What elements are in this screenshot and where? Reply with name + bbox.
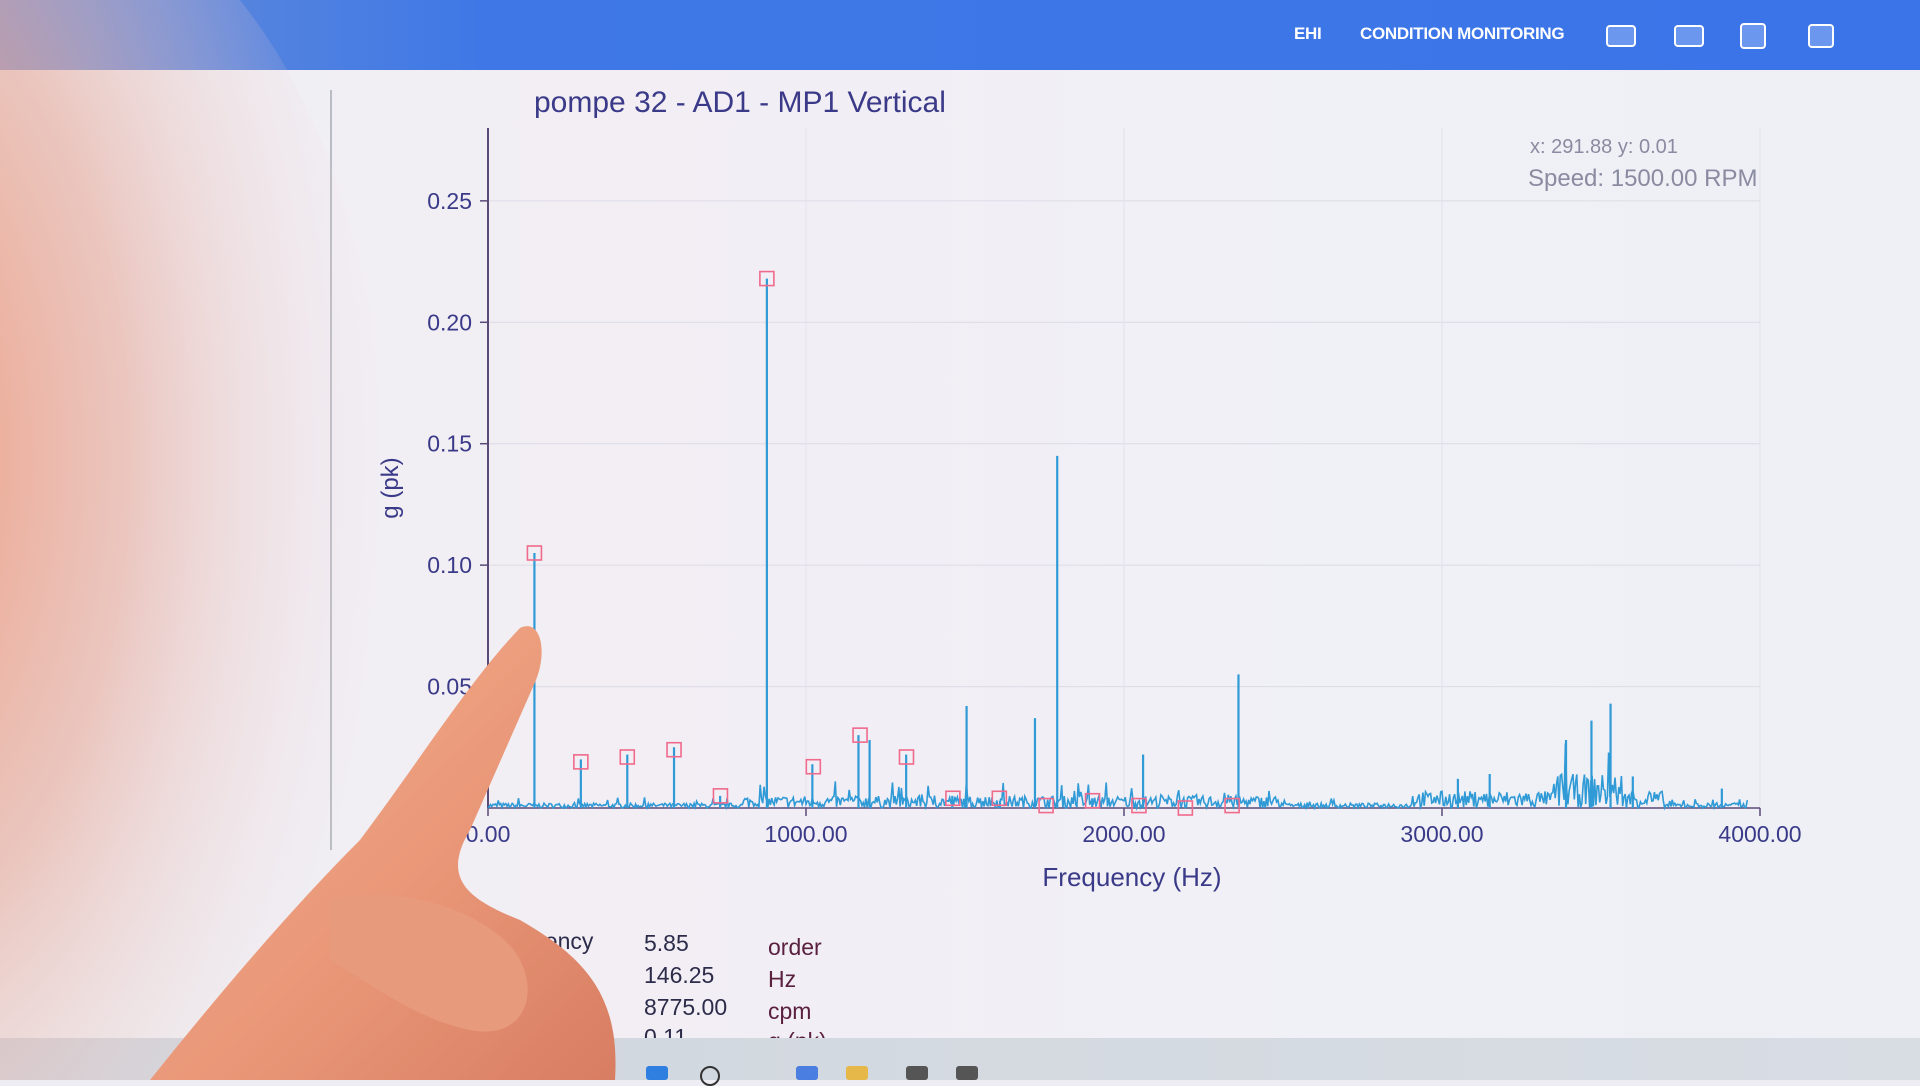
harmonic-marker[interactable] [1224, 797, 1240, 814]
y-axis-label: g (pk) [377, 457, 404, 518]
calendar-icon[interactable] [1740, 23, 1766, 49]
harmonic-marker[interactable] [805, 758, 822, 775]
id-card-icon[interactable] [1606, 25, 1636, 47]
x-tick-label: 2000.00 [1082, 821, 1165, 847]
taskbar-app-icon-3[interactable] [956, 1066, 978, 1080]
y-tick-label: 0.05 [427, 674, 472, 700]
y-tick-label: 0.15 [427, 431, 472, 457]
windows-start-icon[interactable] [646, 1066, 668, 1080]
x-tick-label: 1000.00 [764, 821, 847, 847]
harmonic-marker[interactable] [1084, 792, 1101, 809]
info-unit-hz: Hz [768, 966, 797, 992]
search-icon[interactable] [700, 1066, 720, 1086]
app-icon[interactable] [1808, 24, 1834, 48]
y-tick-label: 0.25 [427, 188, 472, 214]
mail-icon[interactable] [1674, 25, 1704, 47]
harmonic-marker[interactable] [852, 727, 868, 743]
harmonic-marker[interactable] [526, 545, 543, 561]
info-value-order: 5.85 [644, 930, 689, 956]
x-tick-label: 4000.00 [1718, 821, 1801, 847]
speed-readout: Speed: 1500.00 RPM [1528, 165, 1758, 192]
harmonic-marker[interactable] [666, 741, 682, 758]
info-label: uency [532, 928, 594, 954]
condition-monitoring-menu[interactable]: CONDITION MONITORING [1360, 24, 1565, 43]
harmonic-marker[interactable] [759, 270, 775, 287]
y-ticks: 0.05 0.10 0.15 0.20 0.25 [427, 188, 488, 700]
x-tick-label: 3000.00 [1400, 821, 1483, 847]
harmonic-marker[interactable] [1177, 800, 1194, 816]
harmonic-marker[interactable] [991, 790, 1008, 807]
x-tick-label: 0.00 [466, 821, 511, 847]
grid [487, 128, 1761, 808]
info-unit-order: order [768, 934, 822, 960]
info-value-cpm: 8775.00 [644, 994, 728, 1020]
info-value-hz: 146.25 [644, 962, 715, 988]
taskbar-app-icon-2[interactable] [906, 1066, 928, 1080]
harmonic-markers [526, 270, 1240, 816]
harmonic-marker[interactable] [898, 749, 915, 765]
spectrum-peaks [533, 278, 1723, 808]
harmonic-marker[interactable] [1038, 797, 1054, 814]
y-tick-label: 0.20 [427, 309, 472, 335]
y-tick-label: 0.10 [427, 552, 472, 578]
chart-title: pompe 32 - AD1 - MP1 Vertical [534, 86, 946, 119]
harmonic-marker[interactable] [1131, 797, 1147, 814]
x-axis-label: Frequency (Hz) [1042, 862, 1221, 892]
cursor-readout: x: 291.88 y: 0.01 [1530, 136, 1678, 158]
x-ticks: 0.00 1000.00 2000.00 3000.00 4000.00 [466, 808, 1802, 847]
harmonic-marker[interactable] [945, 790, 961, 807]
info-unit-cpm: cpm [768, 998, 812, 1024]
harmonic-marker[interactable] [619, 749, 636, 765]
spectrum-noise-line [487, 743, 1749, 811]
folder-icon[interactable] [846, 1066, 868, 1080]
brand-label[interactable]: EHI [1294, 24, 1322, 43]
taskbar-app-icon[interactable] [796, 1066, 818, 1080]
harmonic-marker[interactable] [712, 788, 729, 804]
